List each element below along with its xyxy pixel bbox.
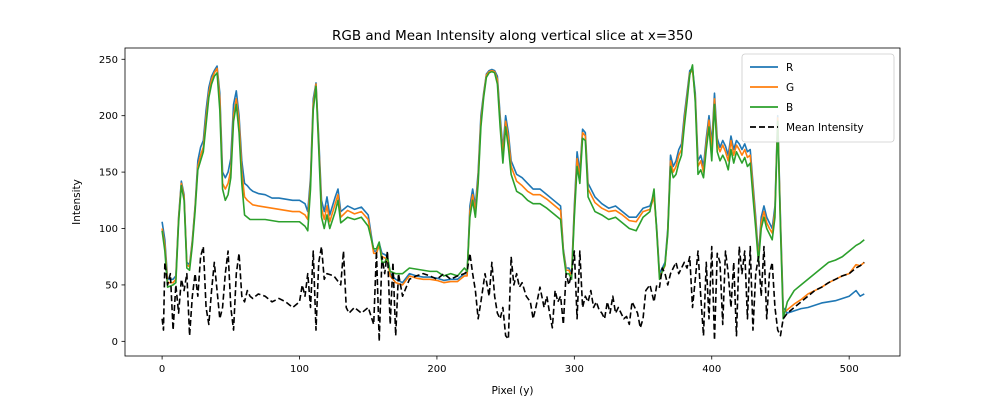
y-tick-label: 50	[105, 280, 118, 291]
y-tick-label: 250	[99, 55, 118, 66]
x-tick-label: 400	[702, 364, 721, 375]
y-tick-label: 0	[112, 337, 118, 348]
y-tick-label: 150	[99, 168, 118, 179]
chart-title: RGB and Mean Intensity along vertical sl…	[332, 28, 693, 44]
series-line-r	[161, 65, 865, 314]
legend-label: G	[786, 82, 794, 94]
series-line-g	[161, 67, 865, 314]
legend: RGB Mean Intensity	[741, 53, 895, 143]
x-tick-label: 0	[159, 364, 165, 375]
y-axis-label: Intensity	[71, 179, 83, 225]
legend-box	[741, 53, 895, 143]
series-line-b	[161, 64, 865, 320]
legend-label: B	[786, 102, 793, 114]
x-tick-label: 500	[840, 364, 859, 375]
x-tick-label: 200	[427, 364, 446, 375]
x-tick-label: 100	[290, 364, 309, 375]
x-tick-label: 300	[565, 364, 584, 375]
y-tick-label: 100	[99, 224, 118, 235]
x-axis-label: Pixel (y)	[491, 385, 533, 397]
legend-label: Mean Intensity	[786, 122, 864, 134]
y-tick-label: 200	[99, 111, 118, 122]
legend-label: R	[786, 62, 793, 74]
series-line-mean-intensity	[161, 245, 865, 343]
plot-frame	[124, 47, 901, 357]
